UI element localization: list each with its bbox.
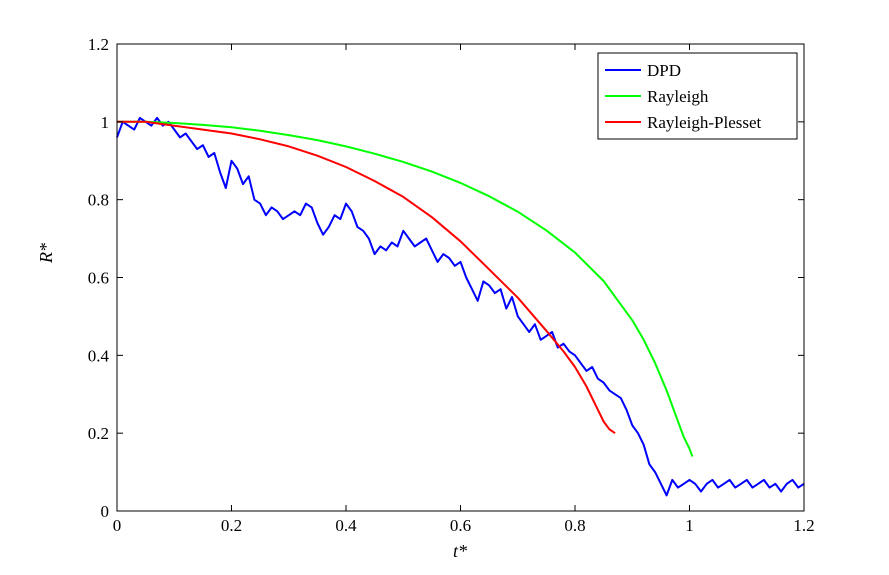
series-layer [116, 116, 805, 497]
legend-label-rayleigh-plesset: Rayleigh-Plesset [647, 113, 762, 132]
y-tick-label: 0 [101, 502, 110, 521]
y-axis-label: R* [36, 243, 56, 264]
x-axis-label: t* [453, 541, 467, 561]
x-tick-label: 0.4 [335, 516, 357, 535]
x-tick-label: 0.6 [450, 516, 471, 535]
x-tick-label: 1.2 [793, 516, 814, 535]
series-line-rayleigh [117, 120, 694, 457]
legend-label-dpd: DPD [647, 61, 681, 80]
series-line-rayleigh-plesset [117, 120, 616, 435]
y-tick-label: 1.2 [88, 35, 109, 54]
x-tick-label: 0 [113, 516, 122, 535]
y-tick-label: 0.6 [88, 269, 109, 288]
x-tick-label: 0.8 [564, 516, 585, 535]
y-tick-label: 1 [101, 113, 110, 132]
y-tick-label: 0.2 [88, 424, 109, 443]
x-tick-label: 0.2 [221, 516, 242, 535]
y-tick-label: 0.4 [88, 346, 110, 365]
legend: DPD Rayleigh Rayleigh-Plesset [597, 52, 798, 140]
series-line-dpd [116, 116, 805, 497]
tick-layer: 0 0.2 0.4 0.6 0.8 1 1.2 0 0.2 0.4 0.6 0.8 1 1.2 [88, 35, 815, 535]
y-tick-label: 0.8 [88, 191, 109, 210]
legend-label-rayleigh: Rayleigh [647, 87, 709, 106]
x-tick-label: 1 [685, 516, 694, 535]
